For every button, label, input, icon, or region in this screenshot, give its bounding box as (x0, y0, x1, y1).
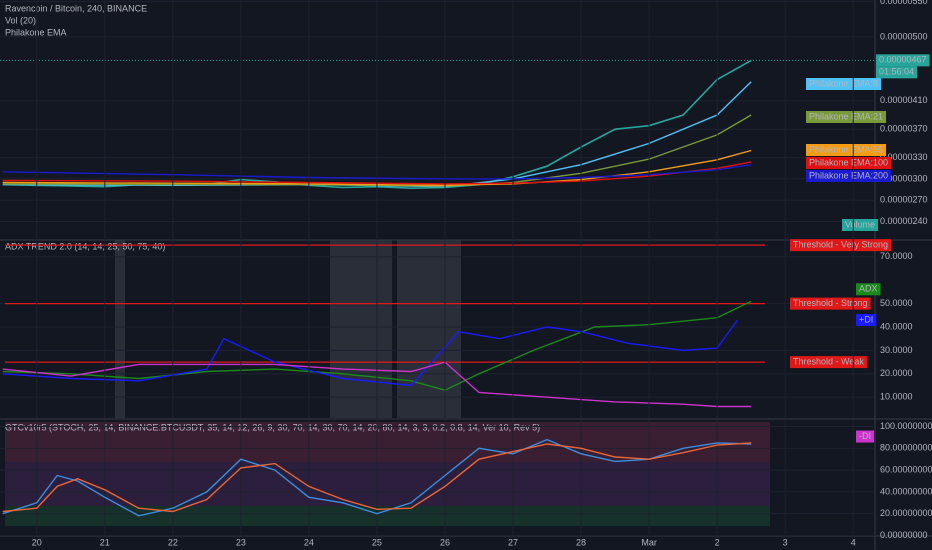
axis-label: -DI (859, 431, 871, 441)
axis-label: Philakone EMA:55 (809, 144, 883, 154)
x-tick-label: 4 (851, 537, 856, 547)
label-box (790, 297, 871, 310)
label-box (806, 78, 882, 90)
label-box (842, 219, 879, 231)
label-box (876, 66, 918, 79)
y-tick-label: 0.00000240 (880, 216, 928, 226)
axis-label: Philakone EMA:100 (809, 157, 888, 167)
y-tick-label: 70.0000 (880, 251, 913, 261)
x-tick-label: Mar (641, 537, 657, 547)
y-tick-label: 50.0000 (880, 298, 913, 308)
axis-label: Threshold - Strong (793, 298, 868, 308)
pane-title: Ravencoin / Bitcoin, 240, BINANCE (5, 3, 147, 13)
label-box (856, 283, 881, 296)
label-box (806, 170, 892, 182)
x-tick-label: 26 (440, 537, 450, 547)
label-box (876, 54, 930, 67)
x-tick-label: 22 (168, 537, 178, 547)
axis-label: Volume (845, 219, 875, 229)
x-tick-label: 20 (32, 537, 42, 547)
y-tick-label: 0.00000330 (880, 152, 928, 162)
axis-label: +DI (859, 314, 873, 324)
axis-label: Philakone EMA:200 (809, 170, 888, 180)
label-box (806, 157, 892, 169)
series-line (2, 300, 752, 391)
x-tick-label: 28 (576, 537, 586, 547)
y-tick-label: 0.00000500 (880, 31, 928, 41)
x-tick-label: 24 (304, 537, 314, 547)
y-tick-label: 30.0000 (880, 345, 913, 355)
x-tick-label: 21 (100, 537, 110, 547)
axis-label: 0.00000467 (879, 55, 927, 65)
y-tick-label: 0.00000370 (880, 124, 928, 134)
label-box (806, 111, 887, 123)
y-tick-label: 0.00000270 (880, 195, 928, 205)
label-box (856, 313, 877, 326)
label-box (806, 144, 887, 156)
x-tick-label: 27 (508, 537, 518, 547)
pane-subtitle: Vol (20) (5, 15, 36, 25)
y-tick-label: 10.0000 (880, 392, 913, 402)
axis-label: Threshold - Weak (793, 356, 864, 366)
series-line (2, 361, 752, 408)
shade (115, 240, 125, 418)
y-tick-label: 0.00000410 (880, 95, 928, 105)
shade (397, 240, 461, 418)
y-tick-label: 80.00000000 (880, 443, 932, 453)
x-tick-label: 25 (372, 537, 382, 547)
x-tick-label: 3 (783, 537, 788, 547)
overbought-zone (5, 422, 770, 462)
y-tick-label: 20.0000 (880, 368, 913, 378)
pane-title: GTCv10r5 (STOCH, 25, 14, BINANCE:BTCUSDT… (5, 422, 540, 432)
shade (330, 240, 392, 418)
series-line (2, 442, 752, 513)
label-box (790, 356, 867, 369)
axis-label: Threshold - Very Strong (793, 240, 888, 250)
y-tick-label: 60.00000000 (880, 464, 932, 474)
y-tick-label: 0.00000550 (880, 0, 928, 6)
axis-label: Philakone EMA:8 (809, 78, 878, 88)
series-line (2, 438, 752, 517)
axis-label: ADX (859, 284, 878, 294)
mid-zone (5, 462, 770, 506)
y-tick-label: 20.00000000 (880, 508, 932, 518)
y-tick-label: 0.00000300 (880, 173, 928, 183)
oversold-zone (5, 506, 770, 526)
x-tick-label: 23 (236, 537, 246, 547)
axis-label: Philakone EMA:21 (809, 111, 883, 121)
label-box (790, 239, 892, 252)
y-tick-label: 100.00000000 (880, 421, 932, 431)
y-tick-label: 0.00000000 (880, 530, 928, 540)
axis-label: 01:56:04 (879, 67, 914, 77)
y-tick-label: 40.00000000 (880, 486, 932, 496)
pane-title: ADX TREND 2.0 (14, 14, 25, 50, 75, 40) (5, 241, 165, 251)
y-tick-label: 40.0000 (880, 321, 913, 331)
label-box (856, 430, 874, 443)
x-tick-label: 2 (715, 537, 720, 547)
indicator-name: Philakone EMA (5, 27, 67, 37)
